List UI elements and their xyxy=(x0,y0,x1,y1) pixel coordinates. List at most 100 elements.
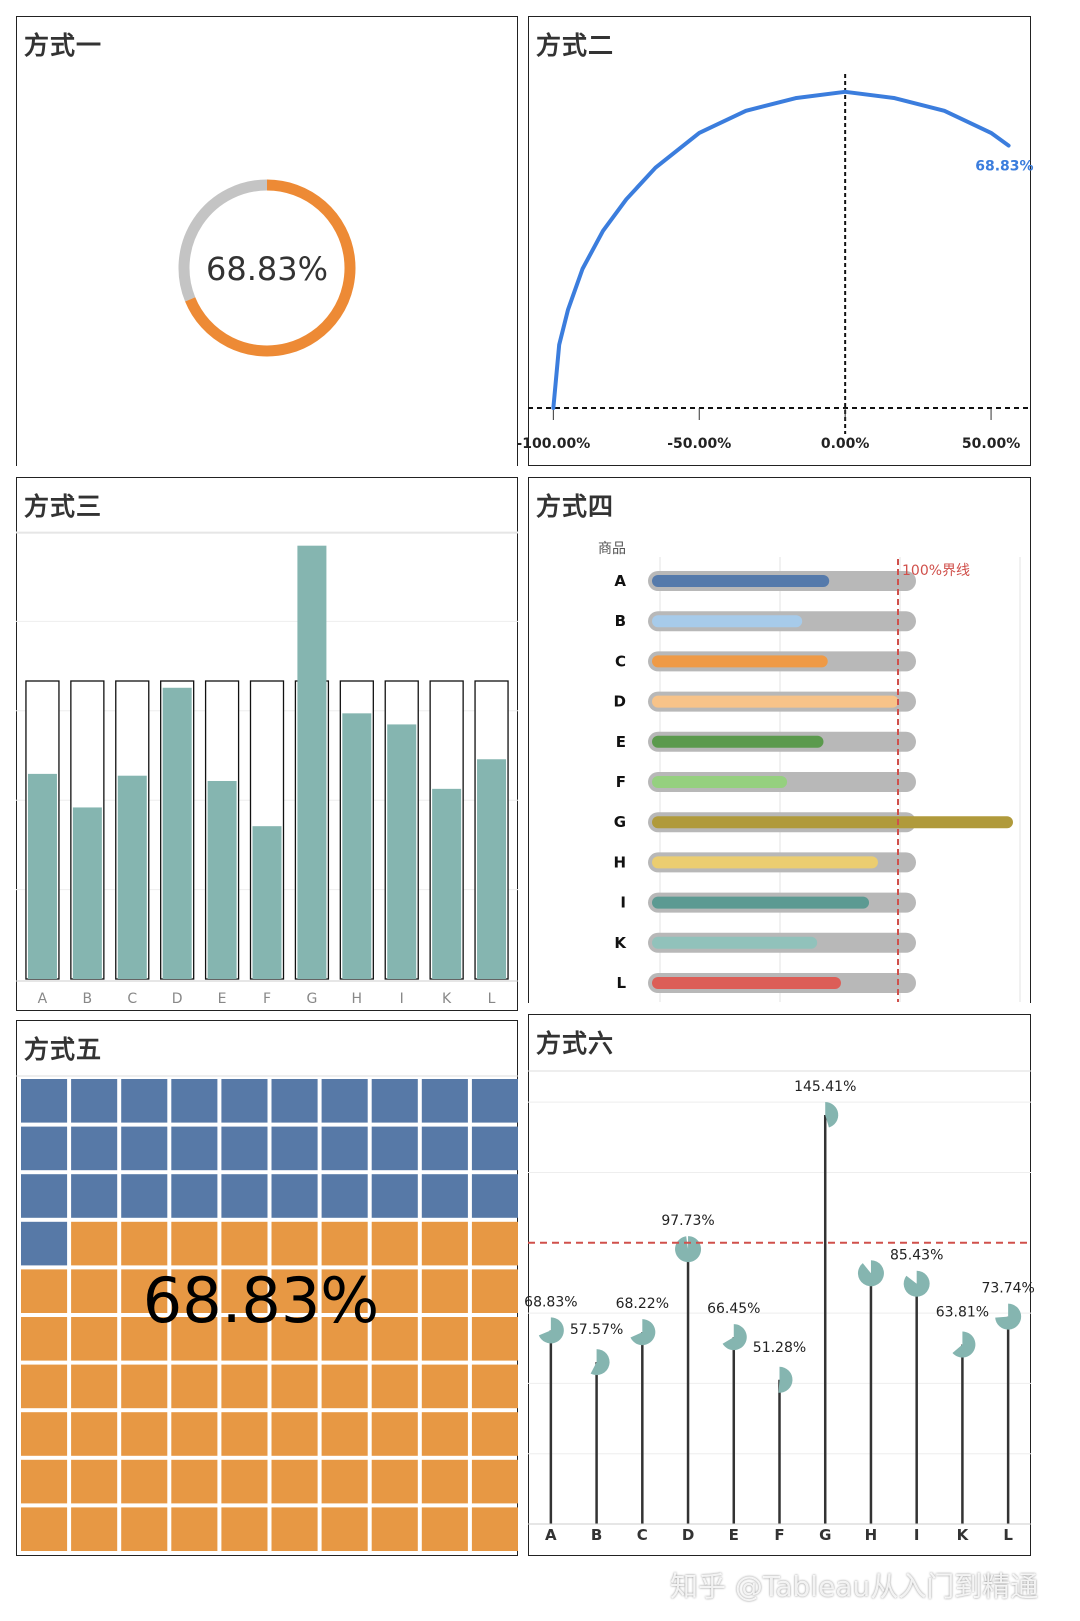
waffle-cell xyxy=(321,1412,368,1456)
waffle-cell xyxy=(421,1126,468,1171)
waffle-cell xyxy=(321,1317,368,1361)
waffle-cell xyxy=(271,1174,318,1218)
data-label: 97.73% xyxy=(661,1213,714,1229)
waffle-cell xyxy=(21,1507,68,1551)
panel-capsule-bars: 方式四 商品 A B C D E F G H I K L 100%界线 xyxy=(528,477,1031,1003)
x-tick-label: 50.00% xyxy=(962,436,1020,452)
waffle-cell xyxy=(221,1079,268,1123)
waffle-cell xyxy=(221,1269,268,1313)
data-label: 68.22% xyxy=(616,1296,669,1312)
data-label: 85.43% xyxy=(890,1248,943,1264)
category-label: L xyxy=(616,974,626,992)
x-tick-label: L xyxy=(1003,1526,1013,1544)
x-tick-label: D xyxy=(682,1526,694,1544)
waffle-cell xyxy=(21,1269,68,1313)
waffle-cell xyxy=(421,1412,468,1456)
x-tick-label: E xyxy=(218,991,227,1007)
donut-chart: 68.83% xyxy=(178,179,356,357)
panel-title: 方式六 xyxy=(536,1029,615,1058)
waffle-cell xyxy=(121,1269,168,1313)
waffle-cell xyxy=(71,1507,118,1551)
panel-title: 方式三 xyxy=(24,492,103,521)
waffle-cell xyxy=(21,1459,68,1504)
waffle-cell xyxy=(321,1221,368,1266)
x-tick-label: F xyxy=(263,991,271,1007)
bar xyxy=(297,545,327,979)
pie-head xyxy=(538,1317,564,1344)
waffle-cell xyxy=(21,1126,68,1171)
arc-value-label: 68.83% xyxy=(975,159,1033,175)
waffle-cell xyxy=(71,1317,118,1361)
waffle-cell xyxy=(321,1459,368,1504)
data-label: 66.45% xyxy=(707,1301,760,1317)
waffle-cell xyxy=(171,1459,218,1504)
category-label: K xyxy=(614,934,627,952)
waffle-cell xyxy=(321,1269,368,1313)
x-tick-label: L xyxy=(488,991,496,1007)
waffle-cell xyxy=(271,1364,318,1409)
waffle-cell xyxy=(421,1317,468,1361)
waffle-cell xyxy=(271,1317,318,1361)
waffle-cell xyxy=(271,1221,318,1266)
waffle-cell xyxy=(471,1174,518,1218)
x-tick-label: I xyxy=(914,1526,920,1544)
arc-series-line xyxy=(551,89,1011,410)
bar xyxy=(162,687,192,979)
waffle-cell xyxy=(421,1507,468,1551)
x-tick-label: B xyxy=(591,1526,602,1544)
panel-title: 方式一 xyxy=(24,31,103,60)
reference-line-label: 100%界线 xyxy=(902,563,970,579)
waffle-cell xyxy=(271,1126,318,1171)
waffle-cell xyxy=(371,1412,418,1456)
category-label: H xyxy=(613,853,626,871)
waffle-cell xyxy=(171,1364,218,1409)
waffle-cell xyxy=(371,1221,418,1266)
panel-arc-gauge: 方式二 -100.00% -50.00% 0.00% 50.00% 68.83% xyxy=(516,16,1034,466)
bar xyxy=(72,807,102,979)
waffle-cell xyxy=(221,1317,268,1361)
waffle-cell xyxy=(421,1269,468,1313)
waffle-value-label: 68.83% xyxy=(143,1264,379,1337)
x-tick-label: C xyxy=(637,1526,648,1544)
waffle-cell xyxy=(71,1079,118,1123)
pie-head xyxy=(778,1366,793,1393)
waffle-cell xyxy=(221,1507,268,1551)
data-label: 145.41% xyxy=(794,1079,856,1095)
x-tick-label: K xyxy=(442,991,452,1007)
pie-head xyxy=(857,1260,884,1287)
axis-title: 商品 xyxy=(598,541,626,557)
waffle-cell xyxy=(371,1317,418,1361)
watermark: 知乎 @Tableau从入门到精通 xyxy=(670,1570,1039,1603)
panel-bar-outline: 方式三 A B C D E F G H I K L xyxy=(16,477,518,1011)
waffle-cell xyxy=(271,1079,318,1123)
pie-head xyxy=(722,1324,747,1351)
waffle-cell xyxy=(471,1507,518,1551)
waffle-cell xyxy=(471,1079,518,1123)
bar xyxy=(207,780,237,979)
panel-title: 方式四 xyxy=(536,492,615,521)
waffle-chart: 68.83% xyxy=(16,1075,518,1551)
waffle-cell xyxy=(221,1459,268,1504)
category-label: F xyxy=(616,773,626,791)
waffle-cell xyxy=(421,1459,468,1504)
bar xyxy=(477,759,507,979)
waffle-cell xyxy=(21,1079,68,1123)
waffle-cell xyxy=(171,1221,218,1266)
x-tick-label: H xyxy=(865,1526,878,1544)
category-label: G xyxy=(614,813,626,831)
waffle-cell xyxy=(171,1079,218,1123)
x-tick-label: I xyxy=(400,991,404,1007)
donut-remaining-arc xyxy=(178,179,268,302)
waffle-cell xyxy=(321,1364,368,1409)
waffle-cell xyxy=(21,1221,68,1266)
horizontal-bar-chart: 商品 A B C D E F G H I K L 100%界线 xyxy=(598,541,1021,1002)
waffle-cell xyxy=(121,1079,168,1123)
pie-head xyxy=(995,1303,1022,1330)
x-tick-label: A xyxy=(38,991,48,1007)
waffle-cell xyxy=(71,1269,118,1313)
waffle-cell xyxy=(471,1221,518,1266)
waffle-cell xyxy=(421,1221,468,1266)
waffle-cell xyxy=(271,1269,318,1313)
waffle-cell xyxy=(71,1126,118,1171)
waffle-cell xyxy=(471,1126,518,1171)
